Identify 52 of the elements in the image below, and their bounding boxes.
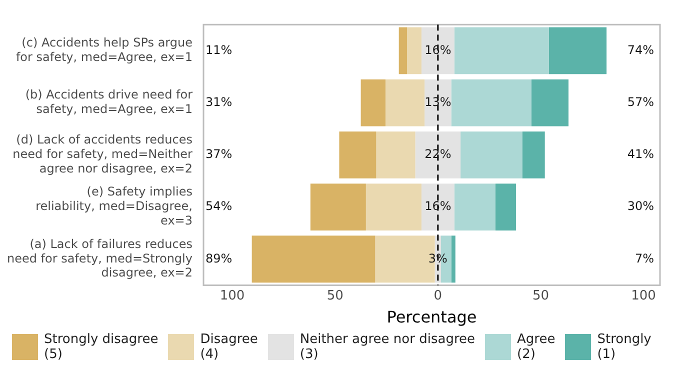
- data-label: 3%: [428, 251, 448, 266]
- data-label: 16%: [424, 199, 452, 214]
- x-tick-label: 50: [326, 288, 344, 304]
- bar: [421, 27, 454, 74]
- bar: [360, 79, 386, 126]
- bar: [415, 131, 461, 178]
- annotation: 57%: [627, 94, 654, 109]
- bar: [495, 184, 516, 230]
- bar: [339, 131, 376, 178]
- x-tick-label: 100: [220, 288, 245, 304]
- y-tick-label: (e) Safety implies reliability, med=Disagree, ex=3: [36, 184, 192, 228]
- bar: [531, 79, 568, 126]
- bar: [407, 27, 422, 74]
- annotation: 7%: [634, 251, 654, 266]
- annotation: 37%: [206, 147, 232, 162]
- bar: [454, 184, 496, 230]
- bar: [376, 131, 416, 178]
- data-label: 16%: [424, 42, 452, 57]
- annotation: 11%: [206, 42, 232, 57]
- bar: [548, 27, 607, 74]
- legend-label: Neither agree nor disagree (3): [300, 332, 476, 362]
- bar: [366, 184, 422, 230]
- y-tick-label: (b) Accidents drive need for safety, med=Agree, ex=1: [25, 88, 193, 116]
- x-tick-label: 100: [631, 288, 656, 304]
- annotation: 31%: [206, 94, 232, 109]
- legend-label: Strongly (1): [597, 332, 652, 362]
- annotation: 30%: [627, 199, 654, 214]
- y-tick-label: (c) Accidents help SPs argue for safety, med=Agree, ex=1: [16, 36, 192, 64]
- bar: [454, 27, 549, 74]
- bar: [522, 131, 545, 178]
- y-tick-label: (d) Lack of accidents reduces need for safety, med=Neither agree nor disagree, ex=2: [12, 132, 193, 176]
- annotation: 54%: [206, 199, 232, 214]
- bar: [398, 27, 408, 74]
- legend-label: Agree (2): [517, 332, 556, 362]
- data-label: 22%: [424, 147, 452, 162]
- x-axis-title: Percentage: [386, 308, 477, 327]
- bar: [451, 79, 532, 126]
- bar: [252, 236, 376, 283]
- legend-label: Strongly disagree (5): [44, 332, 158, 362]
- legend-label: Disagree (4): [200, 332, 258, 362]
- bar: [310, 184, 366, 230]
- data-label: 13%: [424, 94, 452, 109]
- y-tick-label: (a) Lack of failures reduces need for safety, med=Strongly disagree, ex=2: [6, 236, 192, 280]
- annotation: 41%: [627, 147, 654, 162]
- x-tick-label: 50: [532, 288, 550, 304]
- bar: [460, 131, 522, 178]
- bar: [385, 79, 425, 126]
- x-tick-label: 0: [434, 288, 442, 304]
- annotation: 89%: [206, 251, 232, 266]
- annotation: 74%: [627, 42, 654, 57]
- bar: [451, 236, 456, 283]
- bar: [421, 184, 454, 230]
